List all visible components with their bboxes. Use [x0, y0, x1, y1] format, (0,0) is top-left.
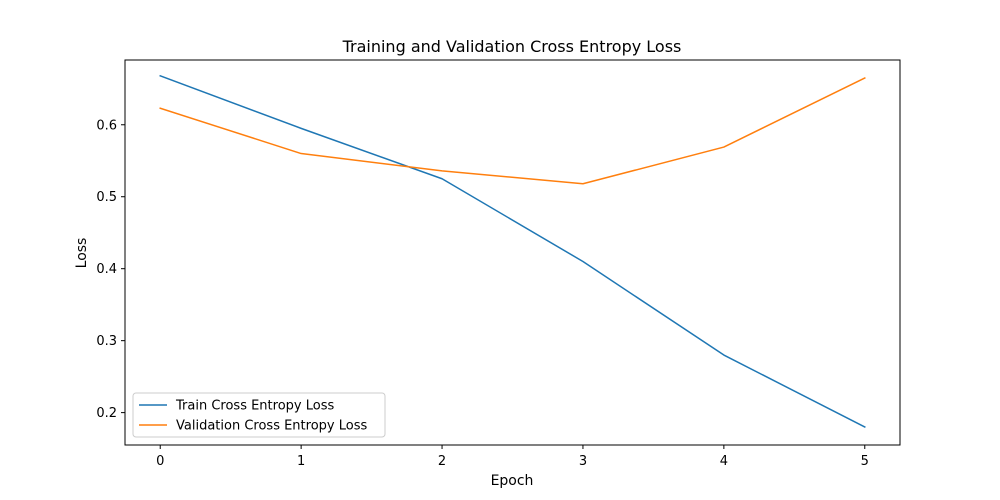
y-tick-label: 0.5	[96, 190, 117, 205]
plot-lines	[159, 74, 866, 429]
y-axis-ticks: 0.2 0.3 0.4 0.5 0.6	[96, 118, 125, 421]
x-tick-label: 4	[720, 454, 728, 469]
x-axis-ticks: 0 1 2 3 4 5	[156, 445, 869, 469]
chart-title: Training and Validation Cross Entropy Lo…	[342, 37, 682, 56]
y-axis-label: Loss	[74, 238, 90, 269]
plot-area-frame	[124, 59, 901, 446]
y-tick-label: 0.6	[96, 118, 117, 133]
legend-label: Validation Cross Entropy Loss	[176, 419, 367, 434]
y-tick-label: 0.4	[96, 262, 117, 277]
x-axis-label: Epoch	[491, 473, 534, 489]
x-tick-label: 2	[438, 454, 446, 469]
x-tick-label: 0	[156, 454, 164, 469]
x-tick-label: 1	[297, 454, 305, 469]
x-tick-label: 5	[861, 454, 869, 469]
legend-box	[132, 392, 386, 438]
y-tick-label: 0.2	[96, 406, 117, 421]
x-tick-label: 3	[579, 454, 587, 469]
series-line-train	[159, 74, 866, 429]
legend: Train Cross Entropy Loss Validation Cross…	[132, 392, 386, 438]
y-tick-label: 0.3	[96, 334, 117, 349]
series-line-validation	[159, 76, 866, 185]
legend-label: Train Cross Entropy Loss	[175, 399, 334, 414]
